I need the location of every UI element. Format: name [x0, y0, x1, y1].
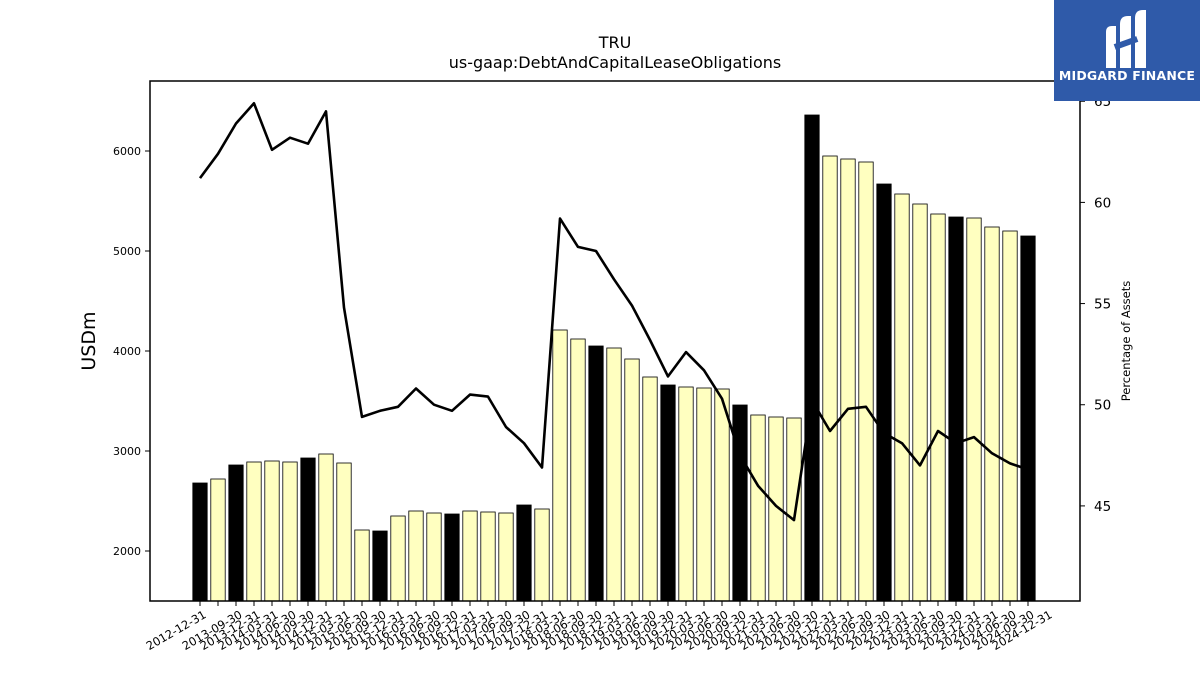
- bar: [714, 388, 730, 602]
- bar: [678, 386, 694, 602]
- bar: [606, 347, 622, 602]
- bar: [444, 513, 460, 602]
- y-tick-label: 2000: [113, 545, 141, 558]
- plot-frame: [149, 80, 1081, 602]
- bar: [840, 158, 856, 602]
- y2-tick-label: 60: [1094, 195, 1111, 211]
- bar: [210, 478, 226, 602]
- y-tick-label: 5000: [113, 245, 141, 258]
- y-tick-label: 4000: [113, 345, 141, 358]
- brand-logo: MIDGARD FINANCE: [1054, 0, 1200, 101]
- bar: [696, 387, 712, 602]
- bar: [786, 417, 802, 602]
- bar: [336, 462, 352, 602]
- bar: [552, 329, 568, 602]
- brand-name: MIDGARD FINANCE: [1058, 68, 1196, 83]
- y2-axis-label: Percentage of Assets: [1119, 281, 1133, 402]
- bar: [426, 512, 442, 602]
- midgard-m-logo-icon: [1106, 10, 1146, 68]
- bar: [750, 414, 766, 602]
- y2-tick-label: 45: [1094, 499, 1111, 515]
- bar: [282, 461, 298, 602]
- bar: [192, 482, 208, 602]
- bar: [912, 203, 928, 602]
- bar: [858, 161, 874, 602]
- bar: [984, 226, 1000, 602]
- bar: [318, 453, 334, 602]
- bar: [822, 155, 838, 602]
- bar: [894, 193, 910, 602]
- bar: [624, 358, 640, 602]
- y2-tick-label: 50: [1094, 398, 1111, 414]
- bar: [498, 512, 514, 602]
- bar: [570, 338, 586, 602]
- bar: [876, 183, 892, 602]
- bar: [516, 504, 532, 602]
- chart-title: TRU: [598, 33, 632, 52]
- bar: [354, 529, 370, 602]
- y-axis-label: USDm: [78, 311, 100, 370]
- percentage-line: [198, 102, 1029, 522]
- bar: [1020, 235, 1036, 602]
- bar: [228, 464, 244, 602]
- bar: [966, 217, 982, 602]
- bar: [462, 510, 478, 602]
- chart-subtitle: us-gaap:DebtAndCapitalLeaseObligations: [449, 53, 782, 72]
- y2-tick-label: 55: [1094, 297, 1111, 313]
- bar: [408, 510, 424, 602]
- bar: [804, 114, 820, 602]
- bar: [732, 404, 748, 602]
- bar: [588, 345, 604, 602]
- y-tick-label: 3000: [113, 445, 141, 458]
- bar: [534, 508, 550, 602]
- bar: [642, 376, 658, 602]
- bar: [372, 530, 388, 602]
- bar: [264, 460, 280, 602]
- bar: [246, 461, 262, 602]
- bar: [480, 511, 496, 602]
- bar: [660, 384, 676, 602]
- bar: [948, 216, 964, 602]
- bar: [1002, 230, 1018, 602]
- y-tick-label: 6000: [113, 145, 141, 158]
- bar: [300, 457, 316, 602]
- bar: [930, 213, 946, 602]
- bar: [390, 515, 406, 602]
